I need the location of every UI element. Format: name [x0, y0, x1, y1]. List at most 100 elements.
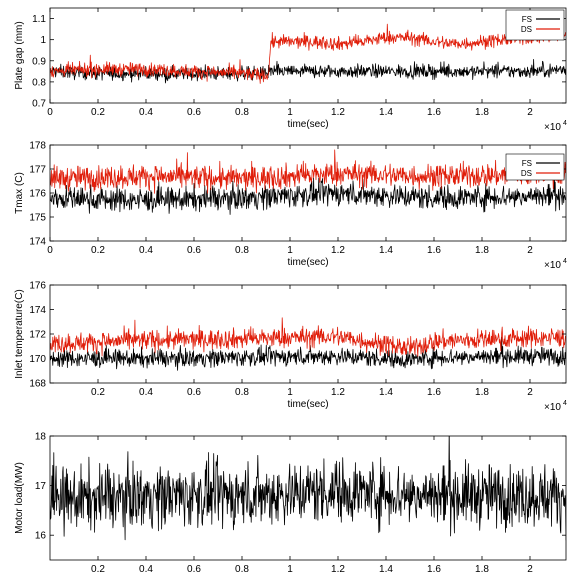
- y-tick-label: 168: [29, 379, 46, 390]
- x-tick-label: 1.2: [331, 564, 345, 575]
- y-tick-label: 176: [29, 281, 46, 292]
- legend-label-ds: DS: [521, 25, 532, 34]
- series-line-2: [50, 317, 566, 357]
- x-tick-label: 0: [47, 245, 53, 256]
- axes-frame: [49, 435, 567, 561]
- y-axis-label: Motor load(MW): [14, 462, 25, 534]
- plot-area: [50, 436, 566, 541]
- x-tick-label: 1.2: [331, 387, 345, 398]
- y-tick-label: 0.9: [32, 56, 46, 67]
- x-tick-label: 0.6: [187, 387, 201, 398]
- x-multiplier-exponent: 4: [563, 258, 567, 265]
- x-tick-label: 0.2: [91, 564, 105, 575]
- subplot-4: 0.20.40.60.811.21.41.61.82161718time(sec…: [14, 432, 567, 575]
- x-tick-label: 2: [527, 245, 533, 256]
- subplot-1: 0 0.2 0.4 0.6 0.8 1 1.2 1.4 1.6 1.8 2 0.7 0.8 0.9 1 1.1…: [14, 7, 567, 133]
- series-line-ds: [50, 23, 566, 84]
- y-tick-label: 1.1: [32, 14, 46, 25]
- y-tick-label: 175: [29, 213, 46, 224]
- plot-area: [50, 23, 566, 84]
- plot-area: [50, 317, 566, 371]
- legend-box: [505, 153, 565, 181]
- x-tick-label: 1.6: [427, 564, 441, 575]
- x-tick-label: 0.2: [91, 107, 105, 118]
- x-axis-label: time(sec): [287, 119, 328, 130]
- x-tick-label: 1.8: [475, 107, 489, 118]
- subplot-3: 0.2 0.4 0.6 0.8 1 1.2 1.4 1.6 1.8 2 168 170 172 174 17…: [14, 281, 567, 414]
- x-tick-label: 1.6: [427, 107, 441, 118]
- y-tick-label: 0.8: [32, 77, 46, 88]
- x-tick-label: 0.6: [187, 245, 201, 256]
- x-tick-label: 0.2: [91, 245, 105, 256]
- x-tick-label: 0.8: [235, 107, 249, 118]
- x-tick-label: 1.8: [475, 564, 489, 575]
- y-tick-label: 1: [40, 35, 46, 46]
- x-tick-label: 1.2: [331, 107, 345, 118]
- axes-frame: [49, 7, 567, 104]
- x-tick-label: 0.8: [235, 245, 249, 256]
- x-multiplier-exponent: 4: [563, 120, 567, 127]
- plot-area: [50, 149, 566, 215]
- x-tick-label: 1.4: [379, 245, 393, 256]
- x-multiplier: ×10: [544, 402, 561, 413]
- x-tick-label: 1.2: [331, 245, 345, 256]
- x-tick-label: 0.2: [91, 387, 105, 398]
- legend-label-fs: FS: [522, 15, 532, 24]
- x-tick-label: 1: [287, 107, 293, 118]
- x-tick-label: 0.4: [139, 245, 153, 256]
- x-multiplier: ×10: [544, 260, 561, 271]
- y-tick-label: 16: [35, 531, 47, 542]
- x-tick-label: 0.6: [187, 564, 201, 575]
- x-tick-label: 1.4: [379, 564, 393, 575]
- x-tick-label: 2: [527, 387, 533, 398]
- series-line-ds: [50, 149, 566, 194]
- x-tick-label: 1.8: [475, 387, 489, 398]
- x-tick-label: 1.6: [427, 387, 441, 398]
- y-tick-label: 178: [29, 141, 46, 152]
- x-tick-label: 0.4: [139, 107, 153, 118]
- x-multiplier: ×10: [544, 122, 561, 133]
- y-axis-label: Plate gap (mm): [14, 21, 25, 89]
- x-multiplier-exponent: 4: [563, 400, 567, 407]
- x-tick-label: 1.8: [475, 245, 489, 256]
- axes-frame: [49, 284, 567, 384]
- x-tick-label: 2: [527, 564, 533, 575]
- y-tick-label: 174: [29, 305, 46, 316]
- x-axis-label: time(sec): [287, 399, 328, 410]
- x-tick-label: 0: [47, 107, 53, 118]
- y-tick-label: 17: [35, 481, 47, 492]
- x-tick-label: 0.4: [139, 387, 153, 398]
- series-line-1: [50, 336, 566, 371]
- x-tick-label: 1: [287, 387, 293, 398]
- y-tick-label: 0.7: [32, 99, 46, 110]
- y-axis-label: Tmax (C): [14, 172, 25, 214]
- x-tick-label: 2: [527, 107, 533, 118]
- x-tick-label: 1: [287, 245, 293, 256]
- series-line-fs: [50, 59, 566, 84]
- y-tick-label: 176: [29, 189, 46, 200]
- legend-box: [505, 9, 565, 41]
- series-line-1: [50, 436, 566, 541]
- x-tick-label: 1.4: [379, 387, 393, 398]
- x-tick-label: 1.4: [379, 107, 393, 118]
- y-tick-label: 172: [29, 330, 46, 341]
- y-axis-label: Inlet temperature(C): [14, 289, 25, 378]
- x-axis-label: time(sec): [287, 257, 328, 268]
- y-tick-label: 18: [35, 432, 47, 443]
- x-tick-label: 1: [287, 564, 293, 575]
- subplot-2: 0 0.2 0.4 0.6 0.8 1 1.2 1.4 1.6 1.8 2 174 175 176 177 1…: [14, 141, 567, 272]
- series-line-fs: [50, 169, 566, 215]
- legend-label-fs: FS: [522, 159, 532, 168]
- x-tick-label: 0.6: [187, 107, 201, 118]
- x-tick-label: 0.4: [139, 564, 153, 575]
- y-tick-label: 174: [29, 237, 46, 248]
- y-tick-label: 170: [29, 354, 46, 365]
- legend-label-ds: DS: [521, 169, 532, 178]
- y-tick-label: 177: [29, 165, 46, 176]
- x-tick-label: 1.6: [427, 245, 441, 256]
- x-tick-label: 0.8: [235, 387, 249, 398]
- x-tick-label: 0.8: [235, 564, 249, 575]
